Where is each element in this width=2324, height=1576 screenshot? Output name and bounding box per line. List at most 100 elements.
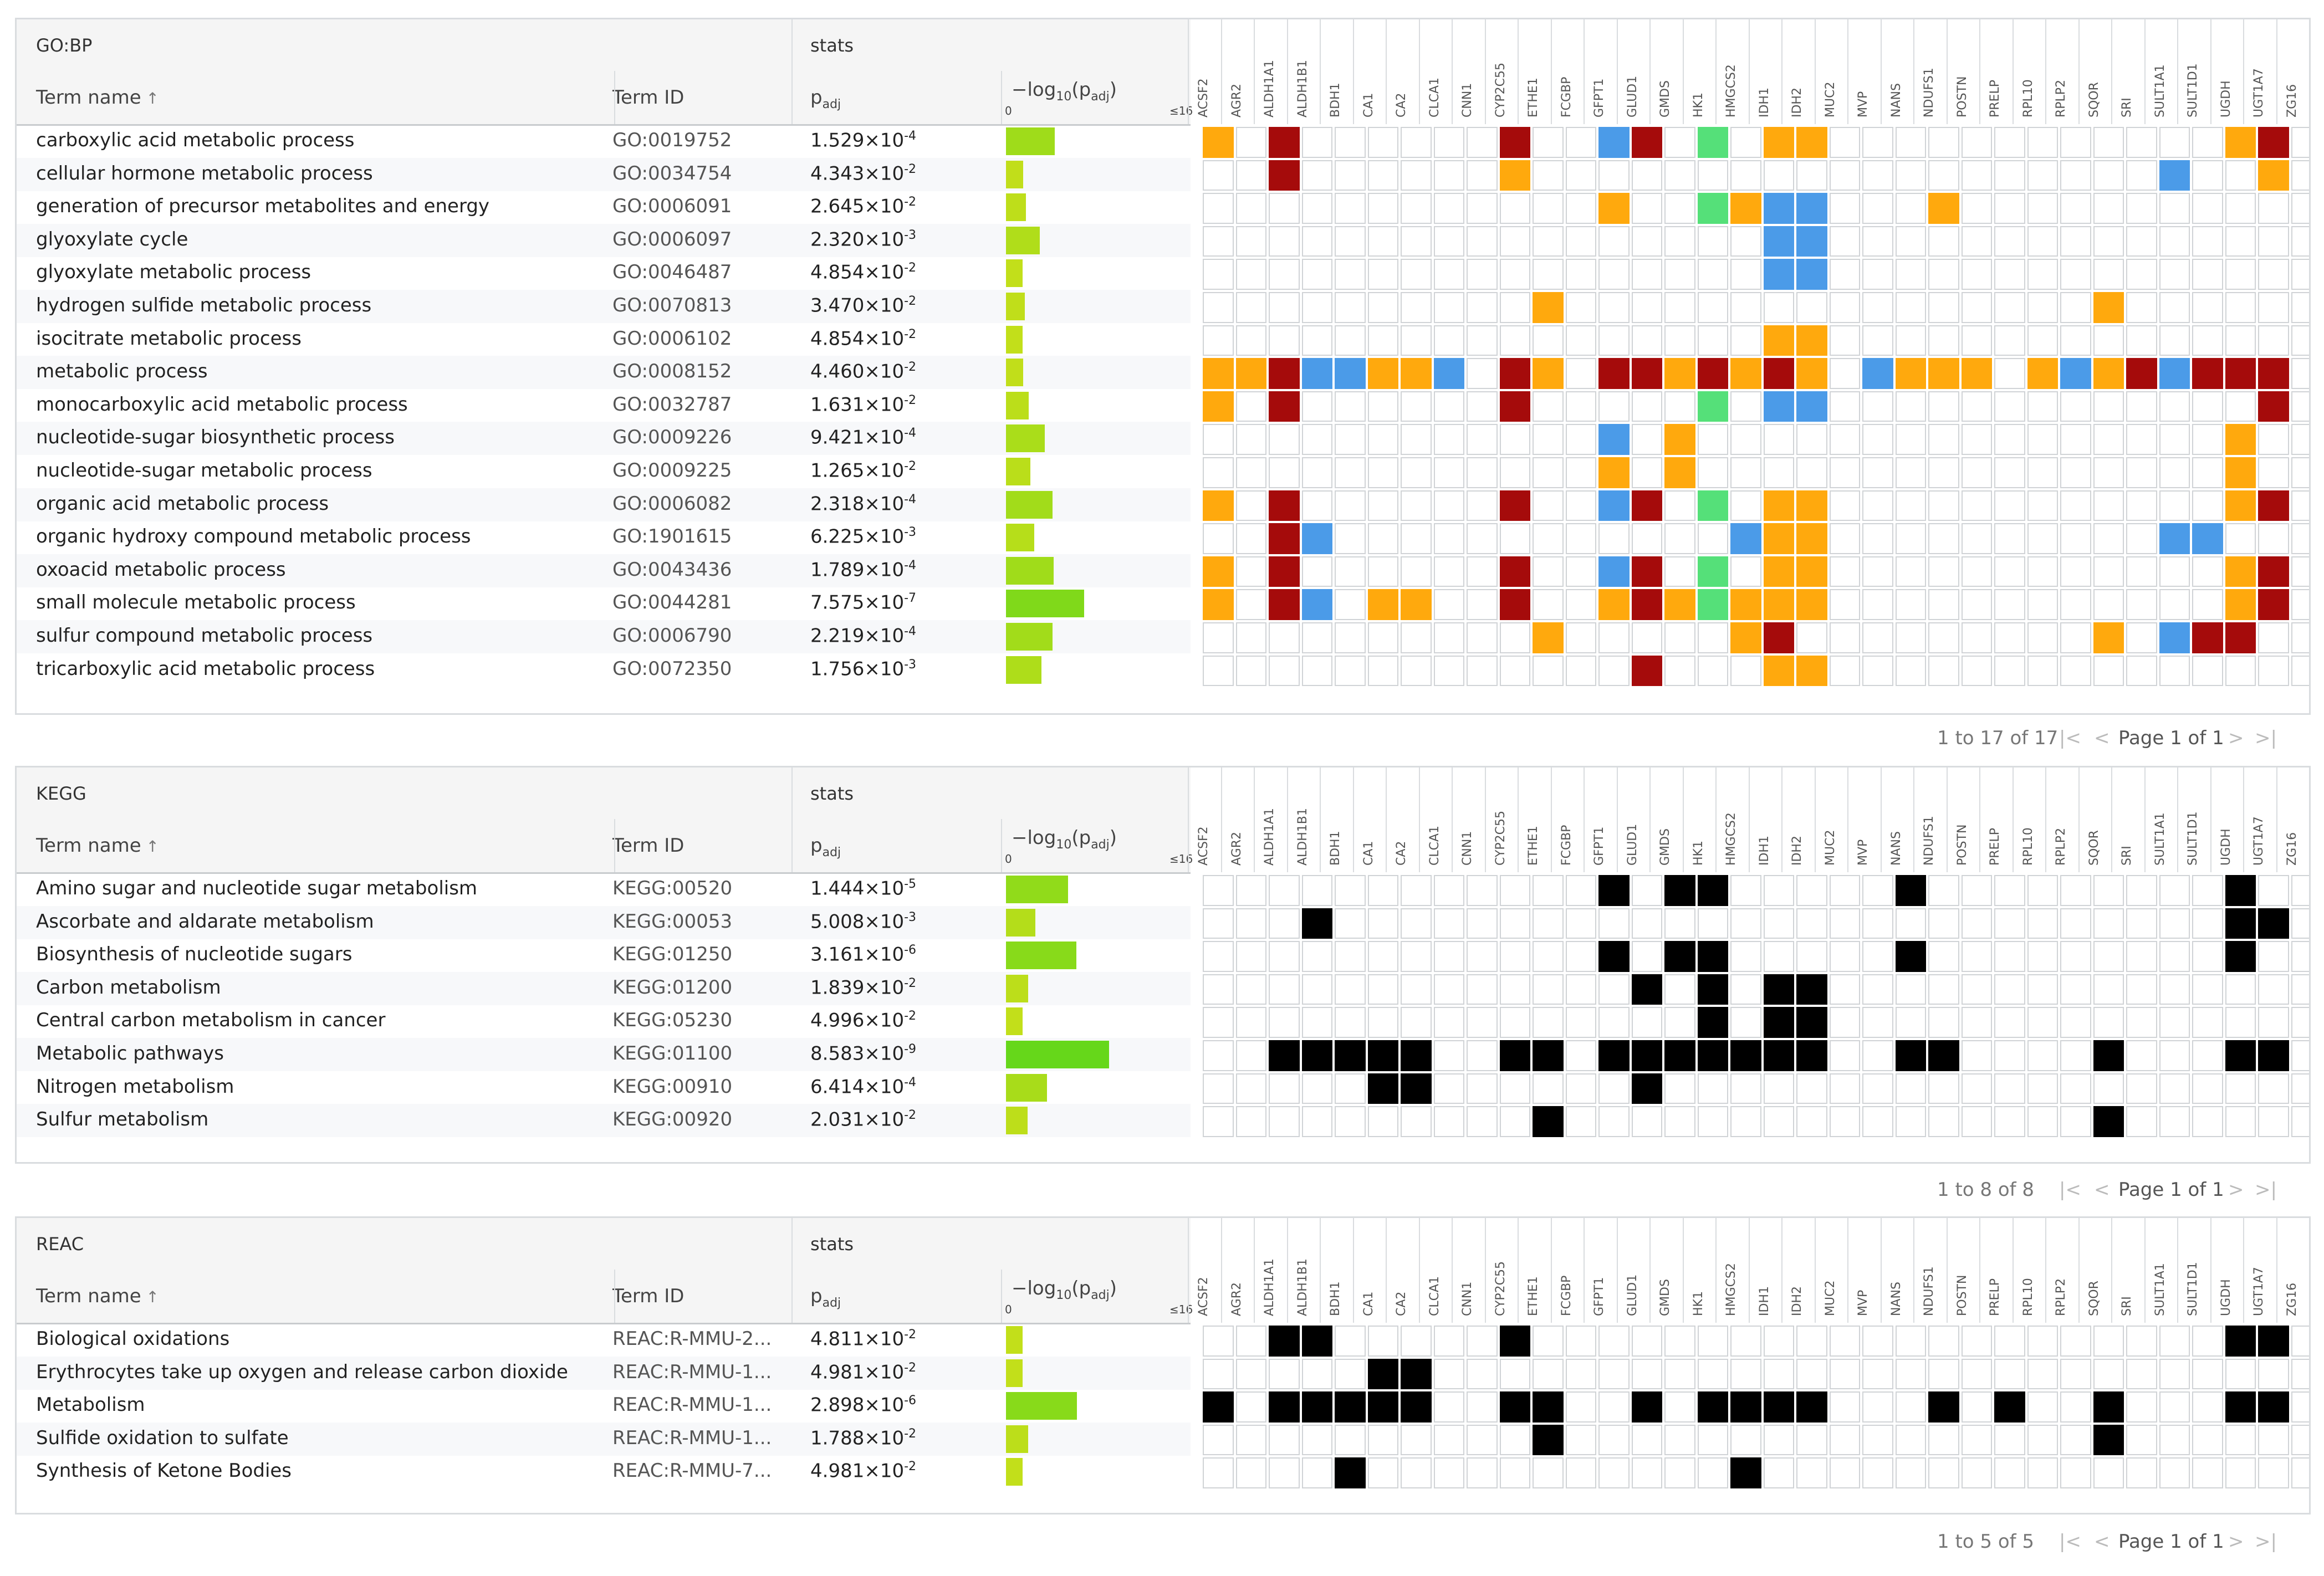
heat-cell[interactable] <box>1895 1073 1926 1104</box>
heat-cell[interactable] <box>1433 127 1464 158</box>
prev-page-button[interactable]: < <box>2094 1531 2110 1553</box>
heat-cell[interactable] <box>2093 1358 2124 1390</box>
heat-cell[interactable] <box>1763 941 1794 972</box>
heat-cell[interactable] <box>2225 1424 2256 1456</box>
heat-cell[interactable] <box>1895 523 1926 554</box>
heat-cell[interactable] <box>1862 655 1893 687</box>
heat-cell[interactable] <box>1565 292 1596 323</box>
heat-cell[interactable] <box>1235 127 1266 158</box>
heat-cell[interactable] <box>1565 1073 1596 1104</box>
heat-cell[interactable] <box>1763 589 1794 620</box>
term-id[interactable]: GO:0009226 <box>612 426 732 449</box>
heat-cell[interactable] <box>2093 1457 2124 1488</box>
heat-cell[interactable] <box>1829 160 1860 191</box>
table-row[interactable]: hydrogen sulfide metabolic process GO:007… <box>17 290 1191 323</box>
heat-cell[interactable] <box>1994 941 2025 972</box>
heat-cell[interactable] <box>1763 1326 1794 1357</box>
heat-cell[interactable] <box>2258 1358 2289 1390</box>
heat-cell[interactable] <box>1301 325 1332 356</box>
heat-cell[interactable] <box>1994 391 2025 422</box>
heat-cell[interactable] <box>1301 391 1332 422</box>
heat-cell[interactable] <box>1829 193 1860 224</box>
heat-cell[interactable] <box>1467 1106 1498 1137</box>
heat-cell[interactable] <box>2192 160 2223 191</box>
term-name[interactable]: nucleotide-sugar biosynthetic process <box>36 426 395 449</box>
heat-cell[interactable] <box>1664 259 1695 290</box>
heat-cell[interactable] <box>1631 556 1662 587</box>
heat-cell[interactable] <box>1994 1106 2025 1137</box>
term-id[interactable]: GO:1901615 <box>612 525 732 548</box>
heat-cell[interactable] <box>1401 292 1432 323</box>
heat-cell[interactable] <box>2258 1106 2289 1137</box>
heat-cell[interactable] <box>1401 655 1432 687</box>
heat-cell[interactable] <box>1533 1040 1564 1071</box>
heat-cell[interactable] <box>1730 622 1761 653</box>
heat-cell[interactable] <box>2192 226 2223 257</box>
heat-cell[interactable] <box>1994 127 2025 158</box>
heat-cell[interactable] <box>1499 1391 1530 1423</box>
heat-cell[interactable] <box>1994 1358 2025 1390</box>
heat-cell[interactable] <box>1730 1358 1761 1390</box>
heat-cell[interactable] <box>1565 127 1596 158</box>
heat-cell[interactable] <box>1697 160 1728 191</box>
heat-cell[interactable] <box>1499 523 1530 554</box>
heat-cell[interactable] <box>1994 259 2025 290</box>
heat-cell[interactable] <box>1499 424 1530 455</box>
heat-cell[interactable] <box>1335 193 1366 224</box>
heat-cell[interactable] <box>1467 292 1498 323</box>
heat-cell[interactable] <box>1467 655 1498 687</box>
heat-cell[interactable] <box>2093 523 2124 554</box>
heat-cell[interactable] <box>1401 974 1432 1005</box>
heat-cell[interactable] <box>1664 160 1695 191</box>
term-id-header[interactable]: Term ID <box>612 86 685 109</box>
term-id[interactable]: GO:0006790 <box>612 625 732 647</box>
heat-cell[interactable] <box>2258 556 2289 587</box>
heat-cell[interactable] <box>1829 1040 1860 1071</box>
heat-cell[interactable] <box>1433 1040 1464 1071</box>
table-row[interactable]: glyoxylate cycle GO:0006097 2.320×10-3 <box>17 223 1191 257</box>
heat-cell[interactable] <box>1697 974 1728 1005</box>
heat-cell[interactable] <box>1829 1358 1860 1390</box>
heat-cell[interactable] <box>1433 292 1464 323</box>
heat-cell[interactable] <box>1664 622 1695 653</box>
heat-cell[interactable] <box>1565 226 1596 257</box>
term-name-header[interactable]: Term name ↑ <box>36 86 159 109</box>
heat-cell[interactable] <box>1928 1326 1959 1357</box>
heat-cell[interactable] <box>1499 1007 1530 1038</box>
heat-cell[interactable] <box>1565 523 1596 554</box>
heat-cell[interactable] <box>1895 1457 1926 1488</box>
heat-cell[interactable] <box>2291 1457 2309 1488</box>
heat-cell[interactable] <box>2060 974 2091 1005</box>
heat-cell[interactable] <box>2258 941 2289 972</box>
heat-cell[interactable] <box>1895 655 1926 687</box>
heat-cell[interactable] <box>1928 391 1959 422</box>
heat-cell[interactable] <box>1401 941 1432 972</box>
heat-cell[interactable] <box>1367 1391 1398 1423</box>
heat-cell[interactable] <box>1994 974 2025 1005</box>
heat-cell[interactable] <box>1467 457 1498 488</box>
heat-cell[interactable] <box>1928 1106 1959 1137</box>
heat-cell[interactable] <box>2159 556 2190 587</box>
heat-cell[interactable] <box>1895 226 1926 257</box>
heat-cell[interactable] <box>1928 875 1959 906</box>
heat-cell[interactable] <box>1895 1391 1926 1423</box>
heat-cell[interactable] <box>2225 941 2256 972</box>
heat-cell[interactable] <box>2027 424 2058 455</box>
heat-cell[interactable] <box>1269 622 1300 653</box>
heat-cell[interactable] <box>1433 908 1464 939</box>
heat-cell[interactable] <box>2159 292 2190 323</box>
heat-cell[interactable] <box>1796 556 1827 587</box>
heat-cell[interactable] <box>1367 259 1398 290</box>
heat-cell[interactable] <box>1301 908 1332 939</box>
heat-cell[interactable] <box>2126 1073 2157 1104</box>
heat-cell[interactable] <box>1467 1358 1498 1390</box>
table-row[interactable]: nucleotide-sugar biosynthetic process GO:… <box>17 422 1191 456</box>
heat-cell[interactable] <box>2192 908 2223 939</box>
heat-cell[interactable] <box>2027 457 2058 488</box>
heat-cell[interactable] <box>2192 1073 2223 1104</box>
heat-cell[interactable] <box>1862 875 1893 906</box>
heat-cell[interactable] <box>1401 259 1432 290</box>
heat-cell[interactable] <box>1631 1424 1662 1456</box>
heat-cell[interactable] <box>1203 1040 1234 1071</box>
term-name[interactable]: cellular hormone metabolic process <box>36 162 373 185</box>
